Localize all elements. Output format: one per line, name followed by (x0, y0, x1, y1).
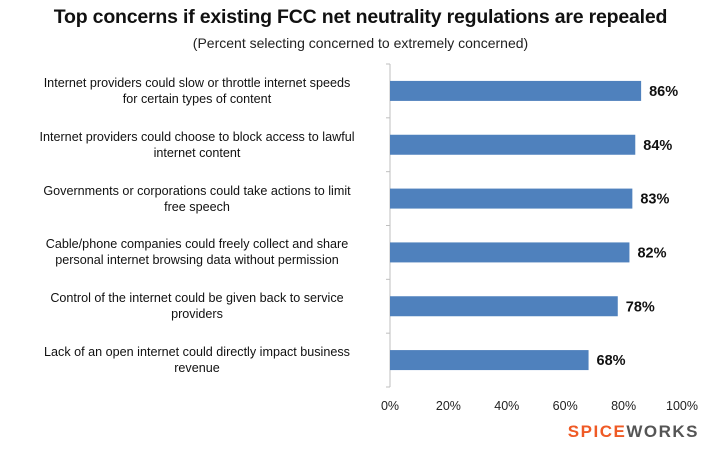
category-label-line: Cable/phone companies could freely colle… (45, 237, 349, 252)
bar (390, 242, 630, 263)
category-label: Cable/phone companies could freely colle… (16, 236, 378, 268)
category-label: Internet providers could slow or throttl… (16, 75, 378, 107)
category-label-line: Internet providers could choose to block… (39, 129, 355, 144)
category-label-line: Internet providers could slow or throttl… (43, 75, 351, 90)
data-label: 83% (640, 192, 669, 208)
category-label: Internet providers could choose to block… (16, 129, 378, 161)
brand-logo-part2: WORKS (626, 422, 699, 441)
x-tick-label: 40% (494, 399, 519, 413)
category-label: Control of the internet could be given b… (16, 290, 378, 322)
bar (390, 350, 589, 371)
bar (390, 80, 642, 101)
category-label-line: for certain types of content (122, 91, 272, 106)
category-label: Lack of an open internet could directly … (16, 344, 378, 376)
category-label-line: Governments or corporations could take a… (43, 183, 351, 198)
category-label-line: providers (171, 307, 223, 322)
data-label: 78% (626, 299, 655, 315)
category-label-line: Control of the internet could be given b… (50, 291, 344, 306)
category-label-line: Lack of an open internet could directly … (44, 345, 350, 360)
category-label-line: free speech (164, 199, 230, 214)
x-tick-label: 20% (436, 399, 461, 413)
chart-subtitle: (Percent selecting concerned to extremel… (192, 35, 529, 51)
bar (390, 188, 633, 209)
x-tick-label: 0% (381, 399, 399, 413)
data-label: 68% (597, 353, 626, 369)
chart-title: Top concerns if existing FCC net neutral… (53, 6, 668, 28)
bar (390, 296, 618, 317)
x-tick-label: 60% (553, 399, 578, 413)
x-tick-label: 80% (611, 399, 636, 413)
bar (390, 134, 636, 155)
category-label-line: internet content (153, 145, 241, 160)
category-label: Governments or corporations could take a… (16, 183, 378, 215)
category-label-line: revenue (174, 361, 220, 376)
brand-logo-part1: SPICE (567, 422, 627, 441)
category-label-line: personal internet browsing data without … (55, 253, 339, 268)
data-label: 86% (649, 84, 678, 100)
brand-logo: SPICEWORKS (568, 422, 699, 442)
data-label: 84% (643, 138, 672, 154)
data-label: 82% (637, 245, 666, 261)
x-tick-label: 100% (666, 399, 698, 413)
